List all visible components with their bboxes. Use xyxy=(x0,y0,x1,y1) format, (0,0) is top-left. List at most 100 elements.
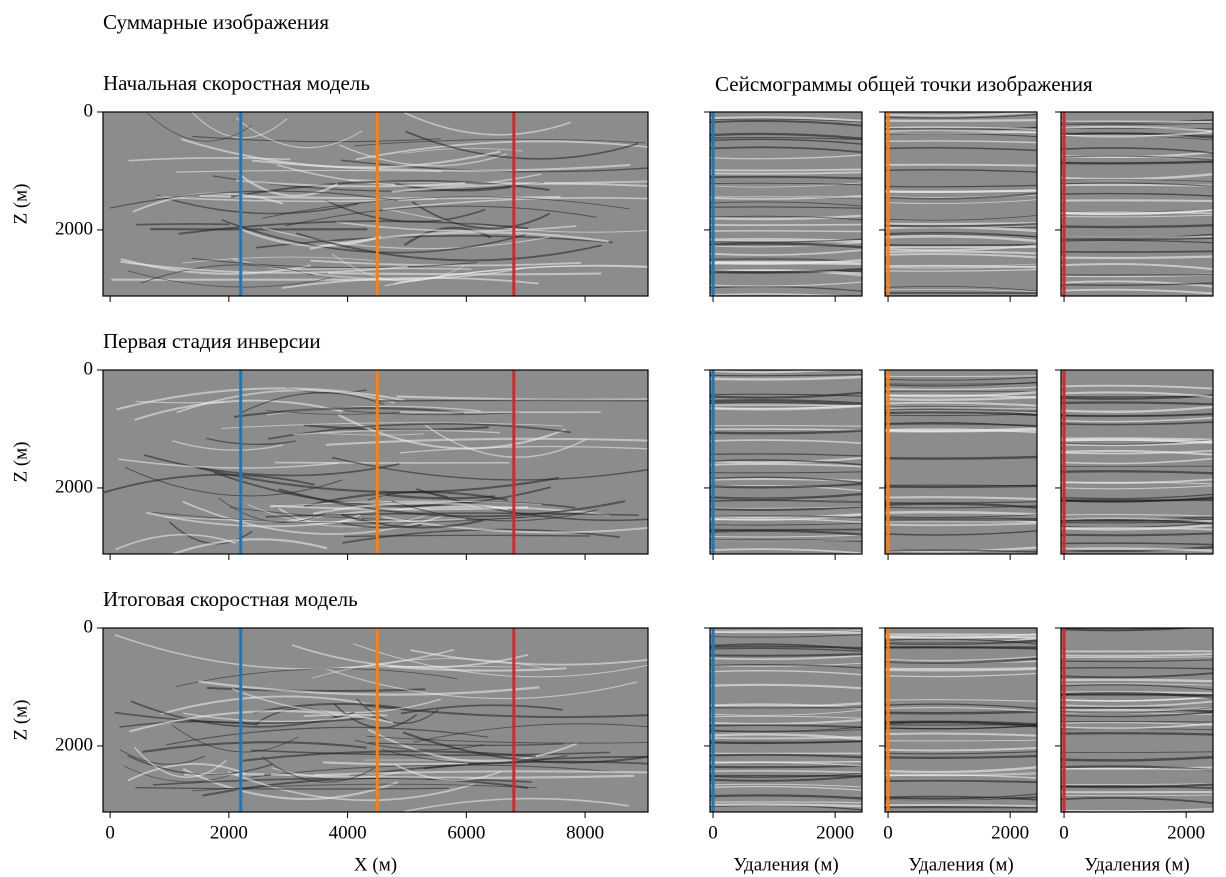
texture xyxy=(265,512,639,518)
texture xyxy=(116,387,405,411)
texture xyxy=(885,382,1037,385)
texture xyxy=(710,171,862,175)
texture xyxy=(1061,656,1213,659)
texture xyxy=(1061,767,1213,771)
texture xyxy=(1061,809,1213,812)
texture xyxy=(109,190,399,209)
texture xyxy=(885,250,1037,255)
texture xyxy=(710,146,862,154)
texture xyxy=(1061,384,1213,390)
texture xyxy=(1061,421,1213,426)
panel xyxy=(103,112,648,296)
texture xyxy=(885,724,1037,730)
texture xyxy=(885,289,1037,293)
texture xyxy=(1061,239,1213,244)
texture xyxy=(885,140,1037,144)
texture xyxy=(175,668,458,687)
texture xyxy=(1061,700,1213,708)
texture xyxy=(710,522,862,526)
texture xyxy=(885,394,1037,399)
texture xyxy=(885,739,1037,742)
texture xyxy=(1061,160,1213,165)
panel-title: Начальная скоростная модель xyxy=(103,71,370,95)
texture xyxy=(262,196,630,219)
texture xyxy=(1061,693,1213,697)
texture xyxy=(381,749,568,764)
texture xyxy=(233,407,464,418)
texture xyxy=(885,235,1037,243)
texture xyxy=(1061,391,1213,398)
texture xyxy=(710,137,862,141)
texture xyxy=(710,230,862,233)
texture xyxy=(710,669,862,676)
texture xyxy=(885,633,1037,636)
texture xyxy=(160,695,380,715)
y-tick-label: 2000 xyxy=(55,476,93,497)
y-tick-label: 2000 xyxy=(55,218,93,239)
texture xyxy=(354,138,645,147)
panel xyxy=(885,628,1037,812)
x-tick-label: 0 xyxy=(708,822,718,843)
texture xyxy=(119,720,258,728)
texture xyxy=(710,214,862,221)
texture xyxy=(710,630,862,635)
texture xyxy=(885,750,1037,755)
texture xyxy=(1061,517,1213,523)
texture xyxy=(885,668,1037,672)
texture xyxy=(885,226,1037,233)
texture xyxy=(1061,236,1213,238)
texture xyxy=(1061,262,1213,271)
texture xyxy=(198,680,540,696)
panel-frame xyxy=(1060,627,1214,813)
texture xyxy=(710,401,862,406)
texture xyxy=(885,502,1037,509)
texture xyxy=(710,206,862,209)
texture xyxy=(885,375,1037,378)
texture xyxy=(1061,783,1213,786)
texture xyxy=(311,658,552,679)
texture xyxy=(1061,732,1213,736)
texture xyxy=(1061,155,1213,161)
texture xyxy=(1061,493,1213,500)
texture xyxy=(1061,255,1213,260)
texture xyxy=(156,194,359,215)
texture xyxy=(710,548,862,554)
texture xyxy=(1061,695,1213,702)
texture xyxy=(885,428,1037,434)
texture xyxy=(885,119,1037,122)
texture xyxy=(710,267,862,273)
texture xyxy=(396,395,648,401)
texture xyxy=(710,664,862,669)
texture xyxy=(1061,683,1213,686)
texture xyxy=(231,688,442,714)
texture xyxy=(403,147,523,154)
y-tick-label: 0 xyxy=(84,616,94,637)
panel-frame xyxy=(709,627,863,813)
texture xyxy=(391,182,648,193)
texture xyxy=(1061,684,1213,691)
texture xyxy=(331,456,648,481)
texture xyxy=(710,370,843,374)
texture xyxy=(710,118,862,123)
texture xyxy=(268,422,572,440)
texture xyxy=(235,117,363,149)
texture xyxy=(710,761,862,767)
texture xyxy=(710,242,862,248)
texture xyxy=(710,719,862,725)
panel-frame xyxy=(709,111,863,297)
texture xyxy=(710,453,862,457)
texture xyxy=(885,395,1037,401)
texture xyxy=(710,404,862,407)
texture xyxy=(120,260,408,274)
texture xyxy=(885,184,1037,188)
texture xyxy=(885,199,1037,205)
panel-title: Первая стадия инверсии xyxy=(103,329,321,353)
texture xyxy=(1061,546,1213,553)
texture xyxy=(1061,547,1213,552)
texture xyxy=(885,795,1037,801)
texture xyxy=(710,201,862,207)
texture xyxy=(221,422,563,429)
texture xyxy=(119,749,205,765)
texture xyxy=(326,437,648,446)
y-tick-label: 0 xyxy=(84,100,94,121)
